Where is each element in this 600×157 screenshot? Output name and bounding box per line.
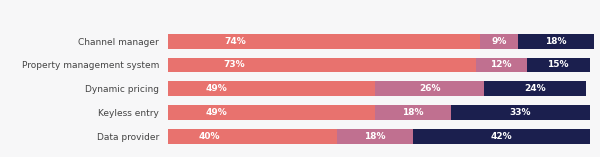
Text: 74%: 74% xyxy=(224,37,246,46)
Bar xyxy=(374,105,451,120)
Text: 18%: 18% xyxy=(402,108,424,117)
Bar xyxy=(168,105,374,120)
Text: 18%: 18% xyxy=(364,132,385,141)
Text: 40%: 40% xyxy=(199,132,220,141)
Text: 9%: 9% xyxy=(491,37,507,46)
Bar xyxy=(451,105,590,120)
Bar xyxy=(413,129,590,144)
Bar xyxy=(374,81,484,96)
Bar xyxy=(527,58,590,72)
Text: 49%: 49% xyxy=(205,84,227,93)
Text: 26%: 26% xyxy=(419,84,440,93)
Text: 49%: 49% xyxy=(205,108,227,117)
Text: 24%: 24% xyxy=(524,84,546,93)
Bar xyxy=(168,81,374,96)
Text: 33%: 33% xyxy=(509,108,531,117)
Text: 15%: 15% xyxy=(547,60,569,69)
Bar xyxy=(168,34,480,49)
Bar xyxy=(480,34,518,49)
Text: 18%: 18% xyxy=(545,37,567,46)
Bar xyxy=(337,129,413,144)
Text: 73%: 73% xyxy=(223,60,245,69)
Bar xyxy=(168,129,337,144)
Text: 42%: 42% xyxy=(490,132,512,141)
Text: 12%: 12% xyxy=(490,60,512,69)
Bar xyxy=(484,81,586,96)
Bar xyxy=(518,34,594,49)
Bar xyxy=(168,58,476,72)
Bar xyxy=(476,58,527,72)
